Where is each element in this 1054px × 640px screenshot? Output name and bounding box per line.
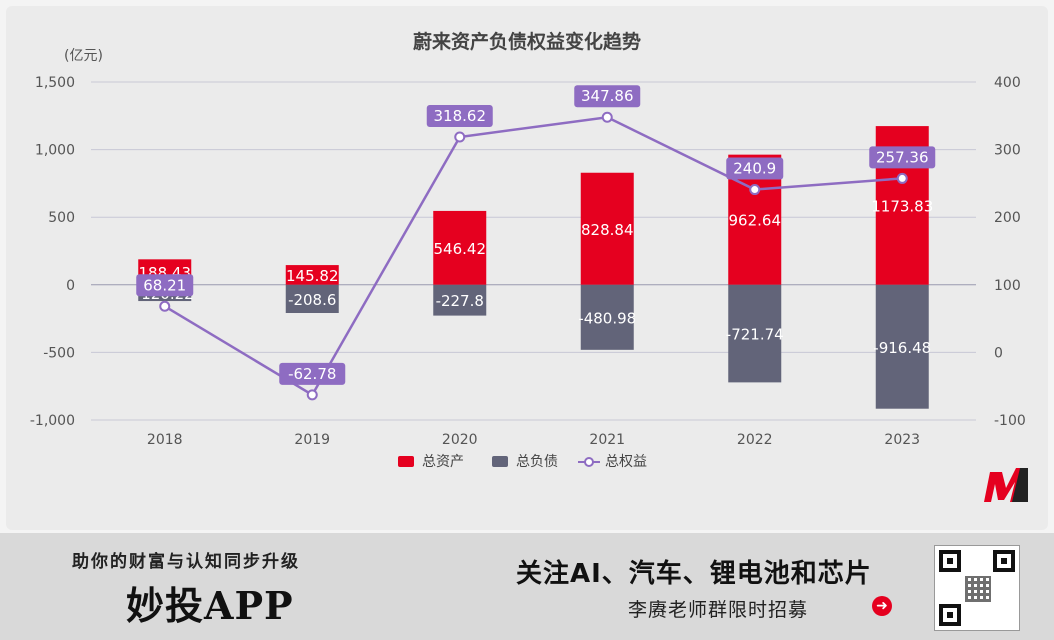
liability-data-label: -721.74 (726, 326, 784, 344)
y-right-tick-label: 400 (994, 75, 1021, 91)
equity-line (164, 115, 903, 397)
equity-label-box (869, 146, 936, 169)
y-left-tick-label: 1,500 (35, 75, 75, 91)
liability-bar (728, 284, 782, 383)
asset-data-label: 962.64 (729, 212, 782, 230)
equity-point (306, 389, 318, 401)
liability-data-label: -227.8 (436, 292, 484, 310)
asset-bar (285, 265, 339, 285)
promo-banner[interactable]: 助你的财富与认知同步升级 妙投APP 关注AI、汽车、锂电池和芯片 李赓老师群限… (0, 533, 1054, 640)
asset-data-label: 546.42 (434, 240, 487, 258)
equity-point (159, 300, 171, 312)
equity-point (749, 184, 761, 196)
y-axis-unit: (亿元) (64, 48, 103, 64)
equity-data-label: 318.62 (434, 107, 487, 125)
equity-data-label: 240.9 (733, 160, 776, 178)
y-left-tick-label: -1,000 (30, 413, 75, 429)
y-right-tick-label: 200 (994, 210, 1021, 226)
liability-data-label: -916.48 (873, 339, 931, 357)
asset-data-label: 828.84 (581, 221, 634, 239)
x-tick-label: 2021 (589, 432, 625, 448)
y-left-tick-label: 500 (48, 210, 75, 226)
x-tick-label: 2019 (294, 432, 330, 448)
equity-label-box (726, 157, 784, 180)
legend-label: 总资产 (422, 454, 464, 470)
equity-label-box (426, 105, 493, 128)
liability-bar (285, 284, 339, 314)
asset-data-label: 145.82 (286, 267, 339, 285)
y-right-tick-label: 0 (994, 345, 1003, 361)
chart: 蔚来资产负债权益变化趋势 (亿元) -1,000 -500 0 500 1,000 1,500… (30, 30, 1028, 502)
qr-code-icon (934, 545, 1020, 631)
liability-data-label: -480.98 (578, 309, 636, 327)
brand-logo-accent (1012, 468, 1028, 502)
x-tick-label: 2022 (737, 432, 773, 448)
x-tick-label: 2023 (884, 432, 920, 448)
x-tick-label: 2018 (147, 432, 183, 448)
y-left-tick-label: 1,000 (35, 143, 75, 159)
legend-swatch-point (584, 457, 594, 467)
asset-bar (433, 210, 487, 285)
y-right-tick-label: 100 (994, 278, 1021, 294)
equity-data-label: 347.86 (581, 87, 634, 105)
equity-point (896, 172, 908, 184)
equity-data-label: 68.21 (143, 276, 186, 294)
liability-bar (433, 284, 487, 316)
banner-tagline: 助你的财富与认知同步升级 (72, 552, 300, 572)
equity-label-box (574, 85, 641, 108)
legend-label: 总权益 (605, 454, 647, 470)
legend-swatch (492, 456, 508, 467)
equity-point (601, 111, 613, 123)
y-left-tick-label: -500 (43, 345, 75, 361)
equity-data-label: -62.78 (288, 365, 336, 383)
arrow-right-icon[interactable]: ➜ (872, 596, 892, 616)
y-right-tick-label: 300 (994, 143, 1021, 159)
legend-swatch (398, 456, 414, 467)
y-left-tick-label: 0 (66, 278, 75, 294)
equity-label-box (279, 362, 346, 385)
asset-bar (580, 172, 634, 285)
recruit-link[interactable]: 李赓老师群限时招募 (628, 599, 809, 621)
equity-label-box (136, 274, 194, 297)
legend-label: 总负债 (516, 454, 558, 470)
app-name: 妙投APP (126, 583, 294, 628)
liability-data-label: -208.6 (288, 291, 336, 309)
equity-data-label: 257.36 (876, 148, 929, 166)
equity-point (454, 131, 466, 143)
liability-bar (875, 284, 929, 409)
x-tick-label: 2020 (442, 432, 478, 448)
y-right-tick-label: -100 (994, 413, 1026, 429)
chart-card: 蔚来资产负债权益变化趋势 (亿元) -1,000 -500 0 500 1,000 1,500… (6, 6, 1048, 530)
chart-title: 蔚来资产负债权益变化趋势 (413, 30, 641, 53)
asset-data-label: 1173.83 (871, 197, 933, 215)
banner-focus-text: 关注AI、汽车、锂电池和芯片 (516, 559, 872, 589)
liability-bar (580, 284, 634, 350)
